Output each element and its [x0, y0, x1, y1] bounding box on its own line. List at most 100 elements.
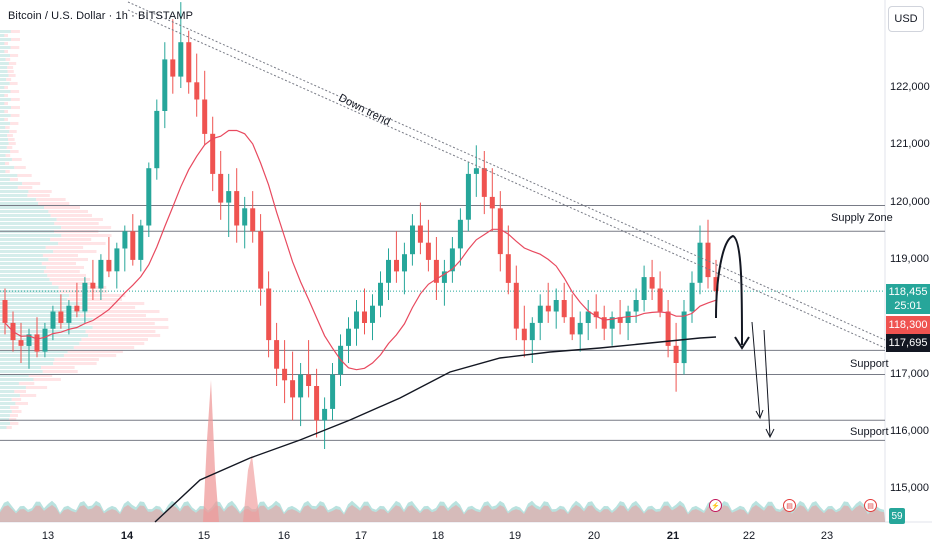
candle-body	[114, 248, 120, 272]
volume-profile-bar	[0, 186, 18, 189]
volume-profile-bar	[15, 402, 28, 405]
volume-profile-bar	[0, 202, 39, 205]
volume-profile-bar	[4, 118, 8, 121]
candle-body	[154, 110, 160, 169]
event-flag-icon[interactable]: ⚡	[709, 499, 722, 512]
volume-profile-bar	[0, 298, 68, 301]
candle-body	[258, 231, 264, 289]
candle-body	[505, 254, 511, 283]
volume-profile-bar	[0, 174, 18, 177]
candle-body	[705, 242, 711, 278]
volume-profile-bar	[0, 282, 52, 285]
volume-profile-bar	[10, 422, 19, 425]
volume-profile-bar	[0, 62, 9, 65]
volume-profile-bar	[0, 178, 10, 181]
candle-body	[362, 311, 367, 323]
volume-profile-bar	[14, 166, 26, 169]
volume-profile-bar	[0, 158, 12, 161]
volume-profile-bar	[5, 162, 10, 165]
volume-profile	[0, 30, 169, 429]
volume-profile-bar	[47, 274, 86, 277]
volume-profile-bar	[0, 198, 37, 201]
ma-slow-line	[154, 336, 717, 523]
candle-body	[98, 259, 104, 289]
economic-event-icon[interactable]: ▤	[783, 499, 796, 512]
volume-profile-bar	[45, 246, 84, 249]
candle-body	[146, 168, 152, 226]
volume-profile-bar	[0, 90, 11, 93]
volume-profile-bar	[53, 362, 97, 365]
volume-profile-bar	[0, 418, 9, 421]
volume-profile-bar	[0, 258, 49, 261]
candle-body	[274, 340, 280, 369]
economic-event-icon[interactable]: ▤	[864, 499, 877, 512]
candle-body	[433, 259, 439, 283]
volume-profile-bar	[0, 42, 5, 45]
candle-body	[641, 277, 647, 300]
volume-profile-bar	[54, 358, 99, 361]
volume-profile-bar	[79, 342, 145, 345]
volume-profile-bar	[0, 214, 51, 217]
candle-body	[585, 311, 591, 323]
volume-profile-bar	[44, 206, 80, 209]
volume-profile-bar	[50, 214, 92, 217]
volume-profile-bar	[0, 354, 64, 357]
ma-fast-badge: 118,300	[886, 316, 930, 334]
projection-curve	[715, 234, 743, 346]
volume-profile-bar	[9, 178, 18, 181]
candle-body	[186, 42, 192, 83]
projection-arrows[interactable]	[715, 234, 775, 439]
volume-profile-bar	[0, 82, 10, 85]
candle-body	[681, 311, 687, 364]
volume-profile-bar	[0, 310, 88, 313]
volume-profile-bar	[67, 298, 122, 301]
candle-body	[617, 317, 623, 323]
volume-profile-bar	[48, 258, 88, 261]
volume-profile-bar	[6, 146, 13, 149]
volume-profile-bar	[0, 242, 59, 245]
time-tick-label: 21	[666, 530, 680, 542]
volume-profile-bar	[10, 406, 19, 409]
candle-body	[609, 317, 615, 329]
candle-body	[713, 277, 719, 292]
time-tick-label: 22	[742, 530, 756, 542]
candle-body	[665, 311, 671, 346]
volume-profile-bar	[5, 58, 11, 61]
candle-body	[290, 380, 296, 398]
volume-profile-bar	[5, 126, 10, 129]
currency-button[interactable]: USD	[888, 6, 924, 32]
candle-body	[58, 311, 64, 323]
candle-body	[577, 322, 583, 335]
candle-body	[545, 305, 551, 312]
volume-profile-bar	[0, 150, 11, 153]
volume-profile-bar	[0, 94, 5, 97]
volume-profile-bar	[50, 238, 92, 241]
volume-profile-bar	[5, 170, 10, 173]
candle-body	[130, 231, 136, 260]
volume-profile-bar	[17, 186, 33, 189]
volume-profile-bar	[11, 106, 20, 109]
volume-profile-bar	[11, 158, 22, 161]
candle-body	[513, 282, 519, 329]
volume-profile-bar	[69, 294, 126, 297]
time-tick-label: 15	[197, 530, 211, 542]
volume-profile-bar	[61, 234, 112, 237]
volume-profile-bar	[9, 130, 17, 133]
volume-profile-bar	[0, 134, 8, 137]
candle-body	[657, 288, 663, 312]
candle-body	[417, 225, 423, 243]
volume-profile-bar	[0, 30, 11, 33]
candle-body	[202, 99, 208, 134]
volume-profile-bar	[0, 190, 29, 193]
volume-profile-bar	[0, 302, 80, 305]
price-tick-label: 120,000	[890, 195, 930, 208]
price-tick-label: 119,000	[890, 252, 929, 265]
volume-profile-bar	[0, 74, 9, 77]
candle-body	[226, 191, 232, 203]
volume-profile-bar	[4, 94, 8, 97]
volume-profile-bar	[49, 278, 91, 281]
volume-profile-bar	[4, 102, 8, 105]
volume-profile-bar	[0, 138, 8, 141]
